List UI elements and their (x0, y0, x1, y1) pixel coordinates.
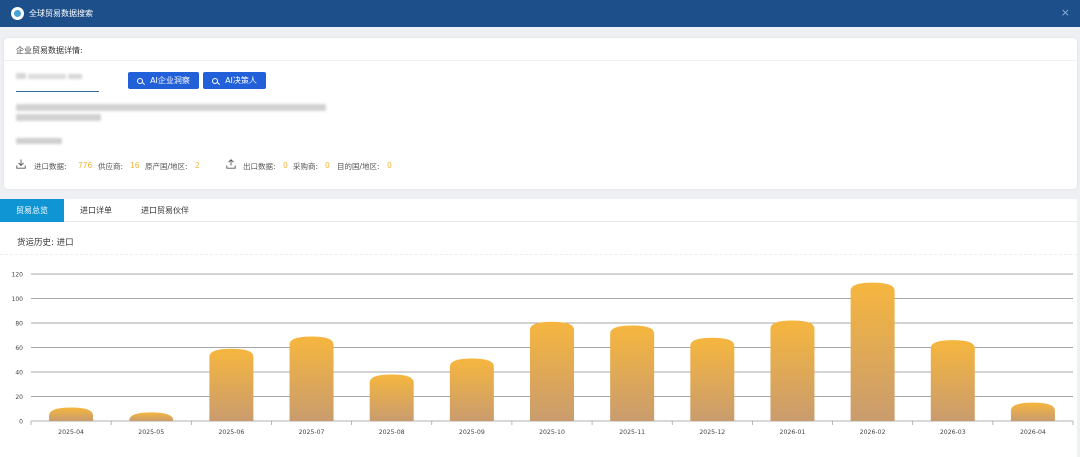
y-tick-label: 80 (15, 321, 23, 328)
trade-overview-card: 贸易总览 进口详单 进口贸易伙伴 货运历史: 进口 0 20 40 60 80 100 12… (0, 199, 1077, 457)
bar-2025-04[interactable] (49, 407, 94, 421)
search-icon (137, 77, 144, 84)
search-icon (212, 77, 219, 84)
redacted-phone (16, 138, 62, 144)
export-data-label: 出口数据: (243, 162, 276, 171)
company-name-underline (16, 91, 99, 92)
bar-2025-12[interactable] (690, 337, 735, 421)
window-titlebar: 全球贸易数据搜索 × (0, 0, 1080, 27)
window-title: 全球贸易数据搜索 (29, 9, 93, 18)
shipment-history-chart: 0 20 40 60 80 100 120 2025-04 2025-05 2025-06 202… (12, 272, 1074, 436)
bar-2025-08[interactable] (369, 374, 414, 421)
upload-icon (226, 159, 236, 169)
close-icon[interactable]: × (1060, 6, 1070, 19)
ai-decision-maker-button[interactable]: AI决策人 (203, 72, 266, 89)
import-data-label: 进口数据: (34, 162, 67, 171)
ai-company-insight-button[interactable]: AI企业洞察 (128, 72, 199, 89)
x-tick-label: 2025-11 (619, 429, 645, 436)
x-tick-label: 2025-06 (218, 429, 244, 436)
company-info-card: 企业贸易数据详情: AI企业洞察 AI决策人 进口数据: 776 供应商: 16… (4, 38, 1077, 189)
bar-2025-06[interactable] (209, 348, 254, 421)
buyer-value: 0 (325, 161, 330, 170)
divider (0, 254, 1077, 255)
x-tick-label: 2025-12 (699, 429, 725, 436)
redacted-company-name (68, 74, 82, 79)
tab-trade-overview[interactable]: 贸易总览 (0, 199, 64, 222)
y-tick-label: 40 (15, 370, 23, 377)
redacted-address-line (16, 114, 101, 121)
x-tick-label: 2025-05 (138, 429, 164, 436)
y-tick-label: 120 (12, 272, 24, 279)
x-tick-label: 2025-04 (58, 429, 84, 436)
bar-2025-09[interactable] (449, 358, 494, 421)
bar-2026-04[interactable] (1010, 402, 1055, 421)
divider (4, 60, 1077, 61)
bar-2026-02[interactable] (850, 282, 895, 421)
bar-2025-05[interactable] (129, 412, 174, 421)
x-tick-label: 2025-10 (539, 429, 565, 436)
destination-country-value: 0 (387, 161, 392, 170)
bar-2025-10[interactable] (530, 321, 574, 421)
supplier-value: 16 (130, 161, 140, 170)
tab-import-details[interactable]: 进口详单 (80, 206, 112, 215)
import-data-value: 776 (78, 161, 93, 170)
y-tick-label: 60 (15, 345, 23, 352)
trade-stats: 进口数据: 776 供应商: 16 原产国/地区: 2 出口数据: 0 采购商:… (16, 159, 716, 171)
y-tick-label: 0 (19, 419, 23, 426)
redacted-company-name (16, 73, 26, 79)
redacted-company-name (28, 74, 66, 79)
origin-country-label: 原产国/地区: (145, 162, 188, 171)
x-tick-label: 2026-02 (860, 429, 886, 436)
origin-country-value: 2 (195, 161, 200, 170)
bar-2026-03[interactable] (930, 340, 975, 421)
y-tick-label: 20 (15, 394, 23, 401)
x-tick-label: 2026-03 (940, 429, 966, 436)
tab-bar: 贸易总览 进口详单 进口贸易伙伴 (0, 199, 1077, 222)
x-tick-label: 2025-07 (299, 429, 325, 436)
x-tick-label: 2026-01 (780, 429, 806, 436)
redacted-address-line (16, 104, 326, 111)
buyer-label: 采购商: (293, 162, 319, 171)
x-tick-label: 2026-04 (1020, 429, 1046, 436)
x-tick-label: 2025-08 (379, 429, 405, 436)
destination-country-label: 目的国/地区: (337, 162, 380, 171)
download-icon (16, 159, 26, 169)
app-logo-icon (11, 7, 24, 20)
bar-2025-07[interactable] (289, 336, 334, 421)
y-tick-label: 100 (12, 296, 24, 303)
bar-2026-01[interactable] (770, 320, 815, 421)
tab-import-partners[interactable]: 进口贸易伙伴 (141, 206, 189, 215)
supplier-label: 供应商: (98, 162, 124, 171)
export-data-value: 0 (283, 161, 288, 170)
bar-2025-11[interactable] (610, 325, 655, 421)
shipment-history-label: 货运历史: 进口 (17, 238, 74, 248)
info-heading: 企业贸易数据详情: (16, 46, 83, 55)
x-tick-label: 2025-09 (459, 429, 485, 436)
